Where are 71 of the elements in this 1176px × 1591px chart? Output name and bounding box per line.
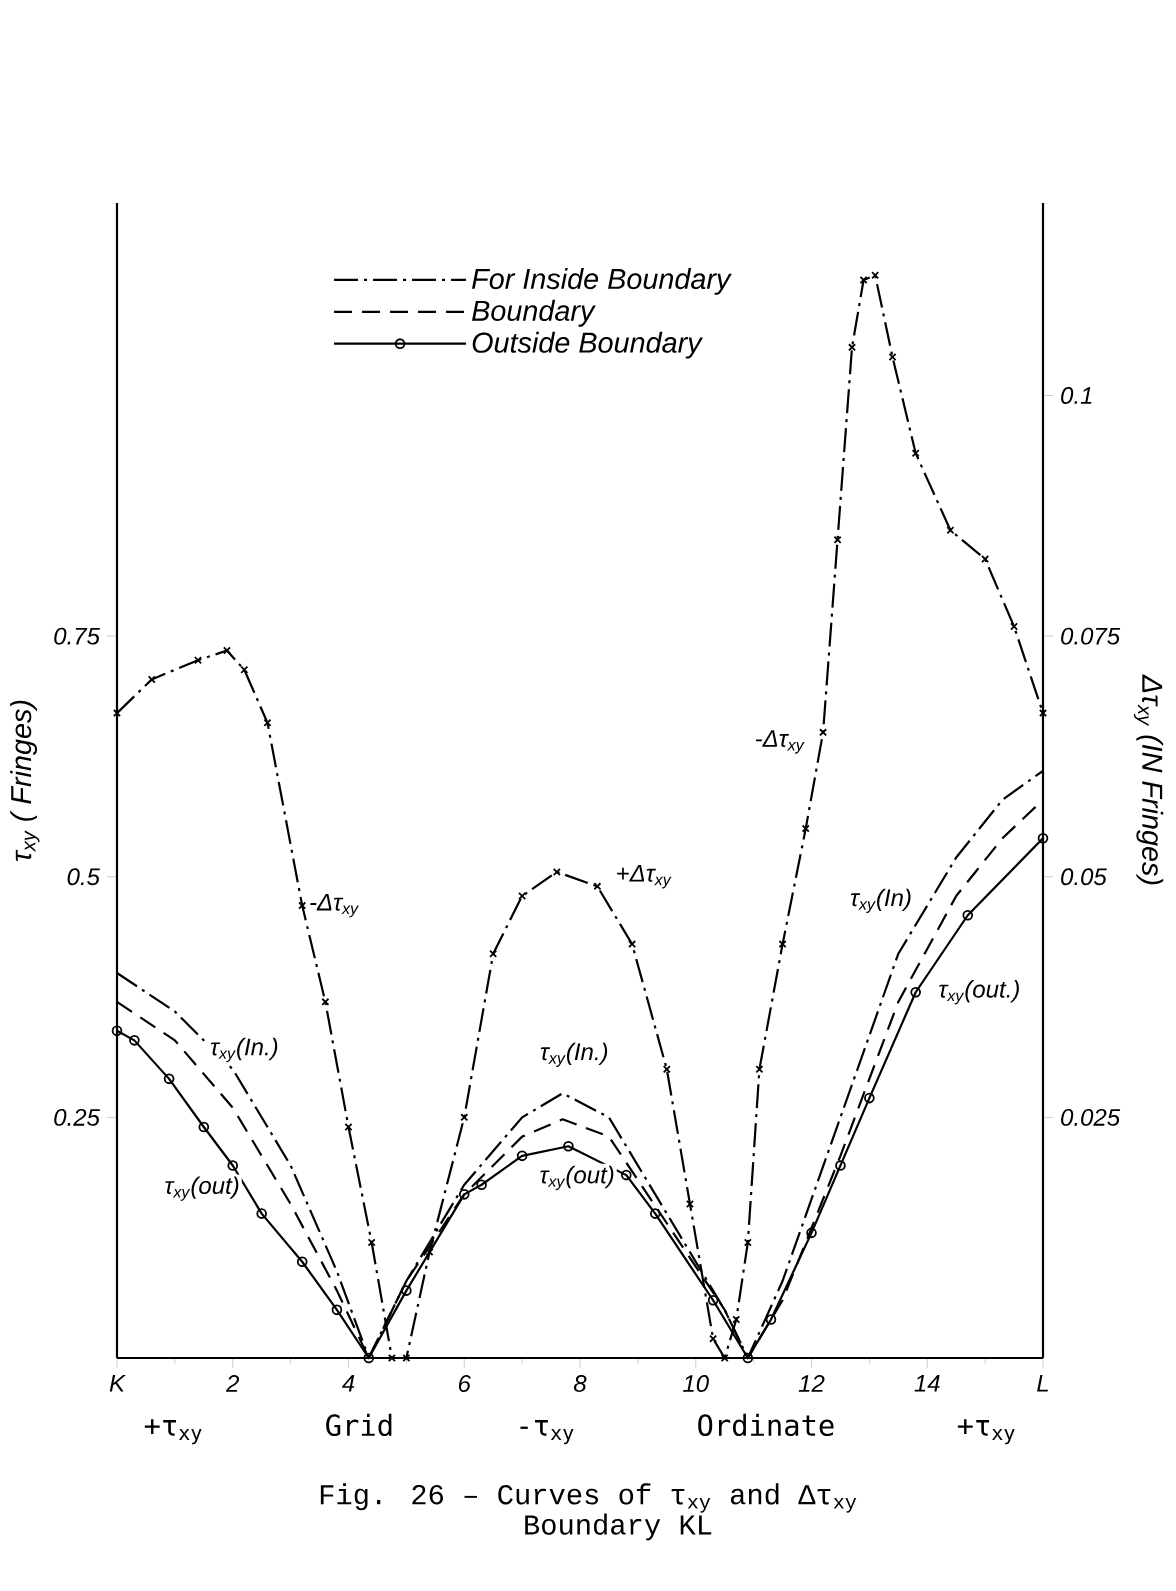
point (111, 1025, 123, 1037)
point (112, 709, 122, 718)
annotation: τ$_{xy}$(In) (850, 888, 911, 913)
point (593, 882, 602, 891)
y2-tick-label: 0.05 (1061, 868, 1107, 886)
point (628, 940, 637, 949)
point (458, 1189, 470, 1200)
legend-label: Boundary (472, 299, 596, 327)
point (742, 1352, 754, 1364)
point (331, 1304, 343, 1316)
point (194, 656, 203, 665)
text: Fig. 26 – Curves of τ$_{xy}$ and Δτ$_{xy}$ (320, 1483, 857, 1513)
annotation: τ$_{xy}$(In.) (210, 1037, 278, 1063)
annotation: τ$_{xy}$(out.) (939, 980, 1019, 1005)
point (732, 1315, 741, 1324)
point (476, 1179, 487, 1191)
point (401, 1285, 412, 1296)
point (981, 555, 990, 564)
point (910, 986, 921, 998)
text: +τ$_{xy}$ Grid -τ$_{xy}$ Ordinate +τ$_{xy}$ (144, 1413, 1015, 1445)
y-tick-label: 0.75 (54, 627, 100, 645)
point (649, 1208, 661, 1219)
point (1038, 709, 1048, 718)
y2-tick-label: 0.1 (1061, 387, 1092, 404)
point (765, 1314, 777, 1325)
x-tick-label: 12 (798, 1375, 825, 1392)
x-tick-label: 6 (458, 1375, 471, 1393)
text: Boundary KL (525, 1513, 712, 1541)
point (263, 718, 272, 727)
annotation: τ$_{xy}$(out) (540, 1165, 614, 1191)
point (685, 1199, 694, 1209)
point (296, 1256, 308, 1268)
annotation: -Δτ$_{xy}$ (310, 893, 359, 918)
point (563, 1140, 574, 1152)
point (256, 1208, 267, 1219)
point (864, 1092, 875, 1104)
x-tick-label: L (1037, 1375, 1048, 1392)
point (707, 1294, 719, 1306)
point (621, 1169, 632, 1181)
annotation: τ$_{xy}$(out) (165, 1176, 239, 1201)
x-tick-label: 8 (573, 1375, 587, 1393)
y2-tick-label: 0.025 (1061, 1108, 1121, 1126)
x-tick-label: 14 (914, 1375, 940, 1392)
point (163, 1073, 175, 1085)
point (1037, 832, 1049, 844)
point (552, 867, 561, 876)
point (806, 1227, 817, 1239)
point (387, 1353, 396, 1363)
y-tick-label: 0.5 (67, 868, 100, 886)
point (518, 891, 527, 901)
point (363, 1352, 375, 1364)
x-tick-label: 4 (341, 1375, 355, 1392)
point (962, 909, 974, 921)
x-tick-label: 2 (225, 1375, 240, 1392)
point (129, 1035, 140, 1046)
point (227, 1160, 239, 1171)
x-tick-label: 10 (683, 1375, 709, 1393)
point (835, 1160, 846, 1171)
y-tick-label: 0.25 (54, 1108, 100, 1126)
legend-label: For Inside Boundary (472, 267, 732, 295)
x-tick-label: K (109, 1375, 126, 1392)
point (198, 1121, 210, 1133)
y-axis-title: τ$_{xy}$ ( Fringes) (10, 700, 40, 861)
point (367, 1238, 376, 1247)
point (516, 1150, 528, 1162)
annotation: τ$_{xy}$(In.) (540, 1042, 608, 1067)
annotation: +Δτ$_{xy}$ (617, 865, 672, 889)
annotation: -Δτ$_{xy}$ (755, 730, 805, 754)
legend-label: Outside Boundary (472, 331, 704, 359)
y2-axis-title: Δτ$_{xy}$ (IN Fringes) (1133, 674, 1164, 885)
y2-tick-label: 0.075 (1061, 627, 1121, 645)
